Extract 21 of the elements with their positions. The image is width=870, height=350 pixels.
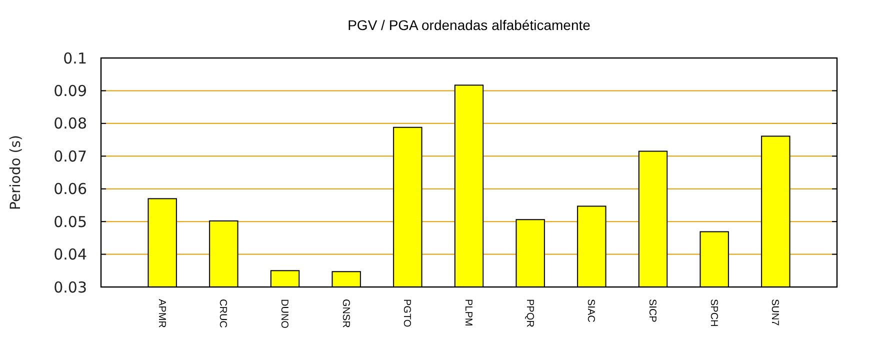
y-tick-label: 0.07 bbox=[54, 147, 87, 166]
y-tick-label: 0.05 bbox=[54, 212, 87, 231]
y-tick-label: 0.06 bbox=[54, 180, 87, 198]
x-tick-label: PPQR bbox=[524, 299, 535, 328]
x-tick-label: APMR bbox=[156, 299, 167, 328]
x-tick-label: SPCH bbox=[708, 299, 719, 327]
x-tick-label: SIAC bbox=[585, 299, 596, 322]
y-tick-label: 0.04 bbox=[54, 246, 87, 264]
x-tick-label: PLPM bbox=[462, 299, 474, 326]
x-tick-label: DUNO bbox=[278, 299, 290, 329]
y-tick-label: 0.1 bbox=[63, 49, 87, 68]
y-tick-label: 0.08 bbox=[54, 114, 87, 133]
x-tick-label: SUN7 bbox=[769, 299, 780, 326]
x-tick-label: PGTO bbox=[401, 299, 412, 328]
x-tick-label: SICP bbox=[646, 299, 658, 323]
x-tick-label: GNSR bbox=[340, 299, 351, 328]
y-tick-label: 0.03 bbox=[54, 278, 87, 296]
y-axis-title: Periodo (s) bbox=[8, 135, 24, 210]
y-tick-label: 0.09 bbox=[54, 82, 87, 100]
chart-title: PGV / PGA ordenadas alfabéticamente bbox=[348, 17, 591, 33]
x-tick-label: CRUC bbox=[217, 299, 228, 328]
